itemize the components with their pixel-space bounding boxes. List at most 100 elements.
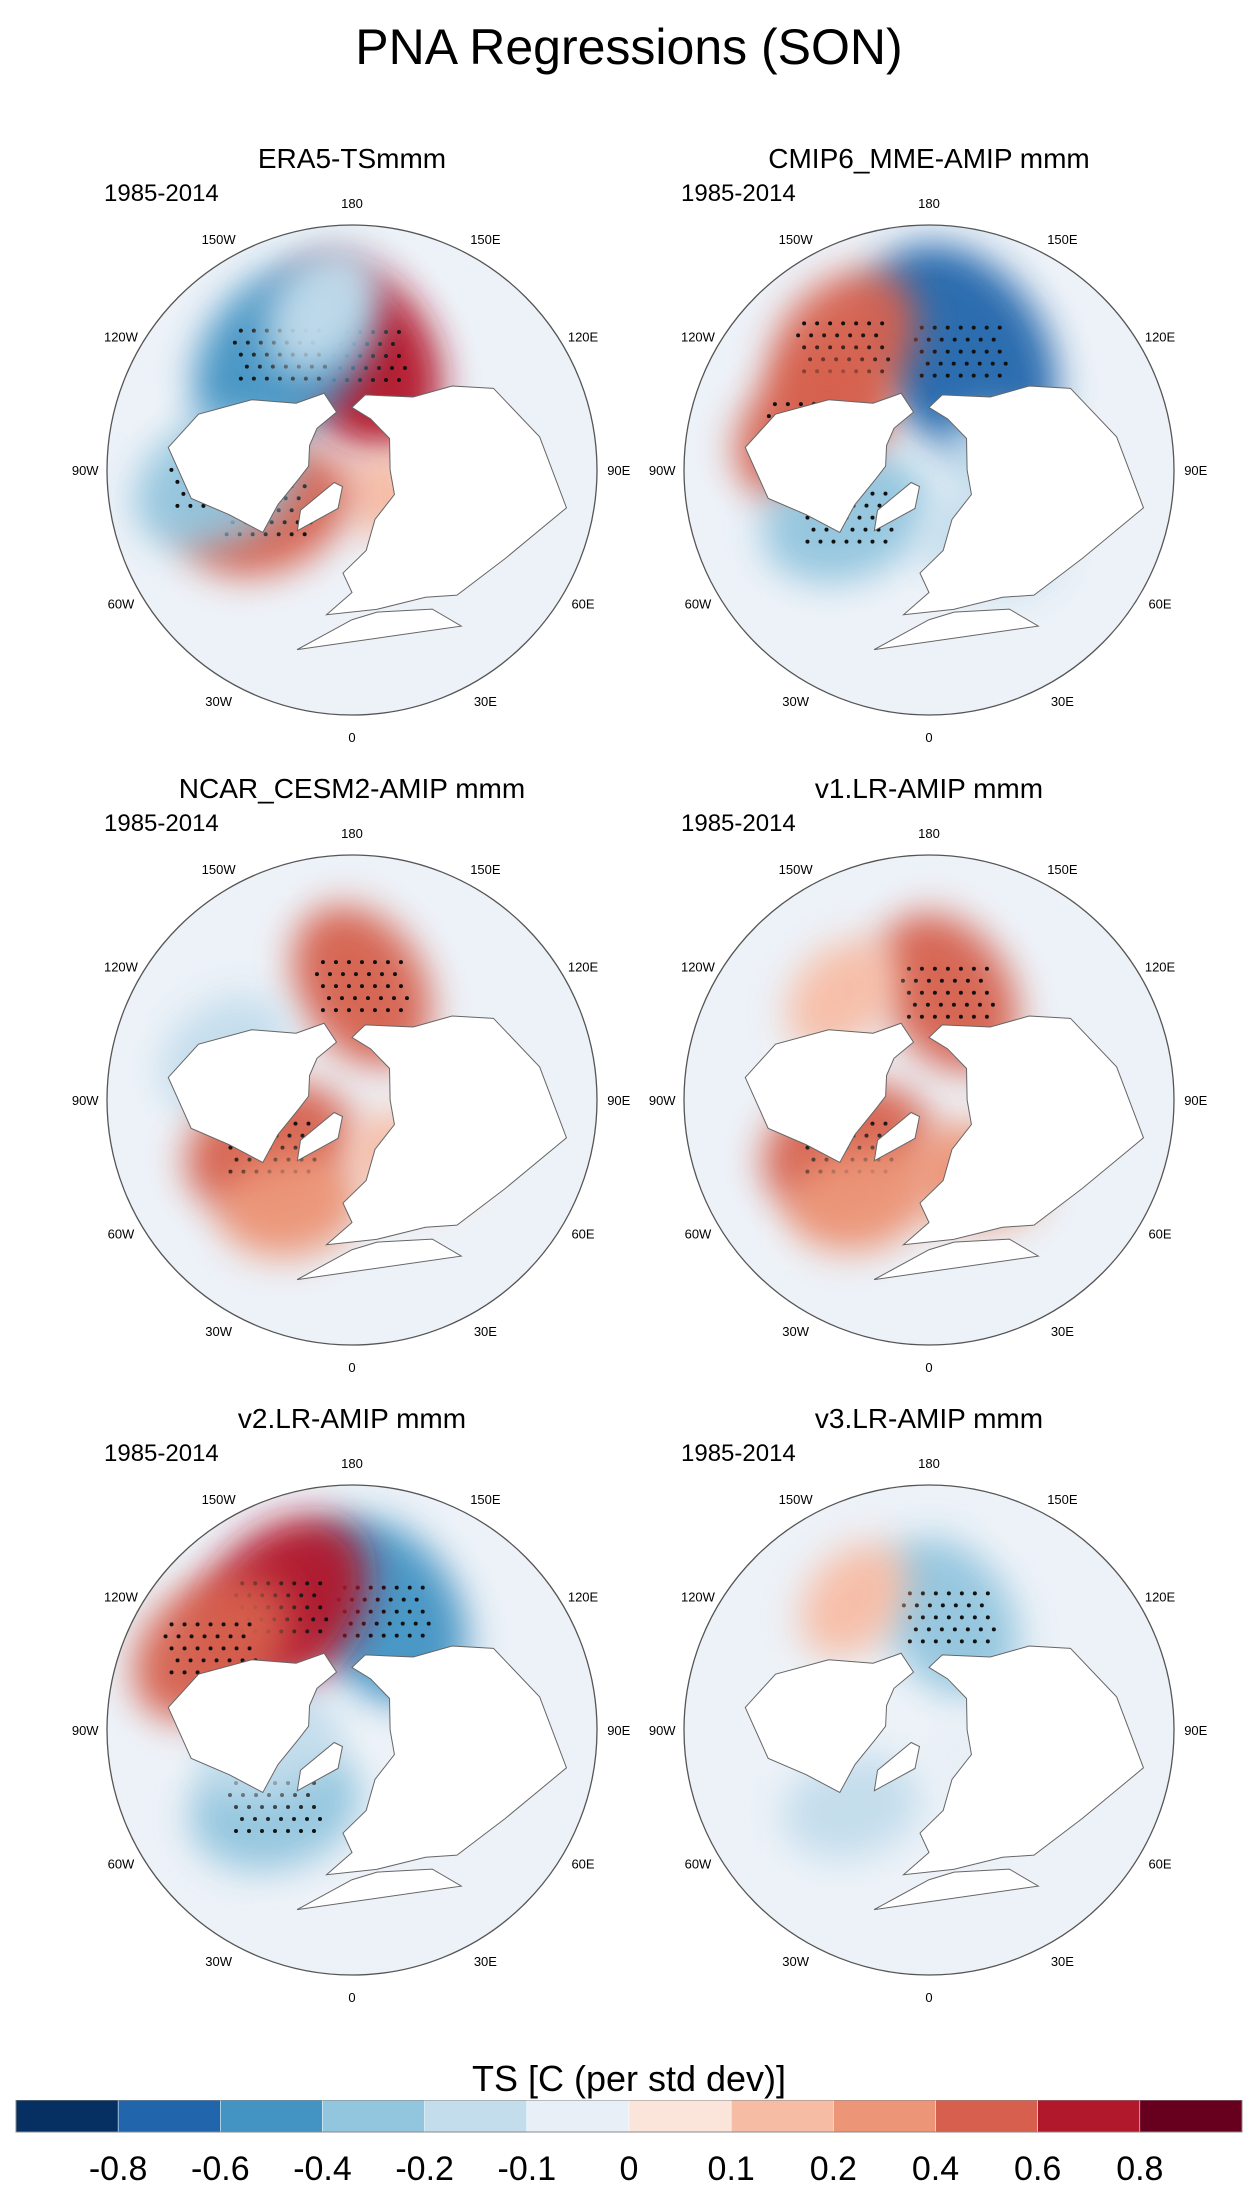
significance-dot xyxy=(260,1828,265,1833)
longitude-label: 90W xyxy=(649,463,676,478)
longitude-label: 150W xyxy=(779,1492,814,1507)
significance-dot xyxy=(357,377,362,382)
significance-dot xyxy=(939,337,944,342)
land-africa xyxy=(296,1868,463,1911)
panel-title: v1.LR-AMIP mmm xyxy=(814,773,1044,804)
significance-dot xyxy=(933,1639,938,1644)
land-northAmerica xyxy=(744,392,915,534)
significance-dot xyxy=(864,1133,869,1138)
longitude-label: 30E xyxy=(474,694,497,709)
significance-dot xyxy=(985,1615,990,1620)
significance-dot xyxy=(359,984,364,989)
significance-dot xyxy=(279,1816,284,1821)
longitude-label: 150E xyxy=(470,232,501,247)
colorbar-swatch xyxy=(833,2100,936,2133)
land-northAmerica xyxy=(744,1022,915,1164)
significance-dot xyxy=(933,1591,938,1596)
significance-dot xyxy=(913,978,918,983)
significance-dot xyxy=(394,1633,399,1638)
longitude-label: 150E xyxy=(470,862,501,877)
significance-dot xyxy=(880,321,885,326)
significance-dot xyxy=(958,990,963,995)
significance-dot xyxy=(964,1002,969,1007)
significance-dot xyxy=(919,1014,924,1019)
colorbar-swatch xyxy=(628,2100,732,2133)
longitude-label: 90E xyxy=(1184,1723,1207,1738)
significance-dot xyxy=(953,1603,958,1608)
significance-dot xyxy=(883,1121,888,1126)
significance-dot xyxy=(889,527,894,532)
significance-dot xyxy=(808,357,813,362)
significance-dot xyxy=(273,1804,278,1809)
longitude-label: 150E xyxy=(1047,232,1078,247)
panel-title: v2.LR-AMIP mmm xyxy=(237,1403,467,1434)
land-northAmerica xyxy=(167,392,338,534)
significance-dot xyxy=(260,1804,265,1809)
significance-dot xyxy=(296,496,301,501)
significance-dot xyxy=(939,978,944,983)
significance-dot xyxy=(985,1639,990,1644)
significance-dot xyxy=(958,1014,963,1019)
significance-dot xyxy=(169,1646,174,1651)
longitude-label: 150E xyxy=(1047,862,1078,877)
significance-dot xyxy=(251,352,256,357)
panel-title: v3.LR-AMIP mmm xyxy=(814,1403,1044,1434)
significance-dot xyxy=(854,345,859,350)
land-africa xyxy=(873,608,1040,651)
significance-dot xyxy=(959,1639,964,1644)
longitude-label: 30W xyxy=(782,1324,809,1339)
significance-dot xyxy=(364,341,369,346)
significance-dot xyxy=(333,984,338,989)
significance-dot xyxy=(958,966,963,971)
significance-dot xyxy=(857,1145,862,1150)
significance-dot xyxy=(251,376,256,381)
significance-dot xyxy=(1003,361,1008,366)
significance-dot xyxy=(188,1658,193,1663)
colorbar-tick-label: 0.1 xyxy=(708,2150,755,2188)
significance-dot xyxy=(394,1585,399,1590)
significance-dot xyxy=(175,1658,180,1663)
significance-dot xyxy=(250,532,255,537)
significance-dot xyxy=(169,1670,174,1675)
longitude-label: 90E xyxy=(1184,463,1207,478)
significance-dot xyxy=(964,361,969,366)
significance-dot xyxy=(886,357,891,362)
longitude-label: 150W xyxy=(202,232,237,247)
significance-dot xyxy=(824,527,829,532)
significance-dot xyxy=(293,1121,298,1126)
significance-dot xyxy=(997,373,1002,378)
significance-dot xyxy=(407,1633,412,1638)
land-greenland xyxy=(296,1741,344,1792)
significance-dot xyxy=(404,996,409,1001)
significance-dot xyxy=(208,1646,213,1651)
significance-dot xyxy=(978,337,983,342)
significance-dot xyxy=(912,1002,917,1007)
significance-dot xyxy=(311,1617,316,1622)
longitude-label: 0 xyxy=(348,1990,355,2005)
colorbar-tick-label: 0.4 xyxy=(912,2150,959,2188)
land-greenland xyxy=(873,481,921,532)
longitude-label: 30E xyxy=(1051,1954,1074,1969)
significance-dot xyxy=(228,1145,233,1150)
significance-dot xyxy=(363,365,368,370)
significance-dot xyxy=(952,337,957,342)
significance-dot xyxy=(263,532,268,537)
longitude-label: 180 xyxy=(341,196,363,211)
significance-dot xyxy=(286,1593,291,1598)
significance-dot xyxy=(811,1157,816,1162)
significance-dot xyxy=(938,1002,943,1007)
significance-dot xyxy=(920,1591,925,1596)
significance-dot xyxy=(181,491,186,496)
significance-dot xyxy=(772,402,777,407)
significance-dot xyxy=(227,1658,232,1663)
polar-map: 180 150E 120E 90E 60E 30E 0 30W 60W 90W 120W 150W xyxy=(72,1456,631,2005)
significance-dot xyxy=(339,996,344,1001)
significance-dot xyxy=(990,1002,995,1007)
colorbar-tick-label: -0.4 xyxy=(293,2150,352,2188)
significance-dot xyxy=(234,1157,239,1162)
significance-dot xyxy=(303,376,308,381)
significance-dot xyxy=(318,1816,323,1821)
significance-dot xyxy=(277,376,282,381)
panel-period: 1985-2014 xyxy=(681,1440,796,1467)
land-eurasia xyxy=(901,385,1145,616)
